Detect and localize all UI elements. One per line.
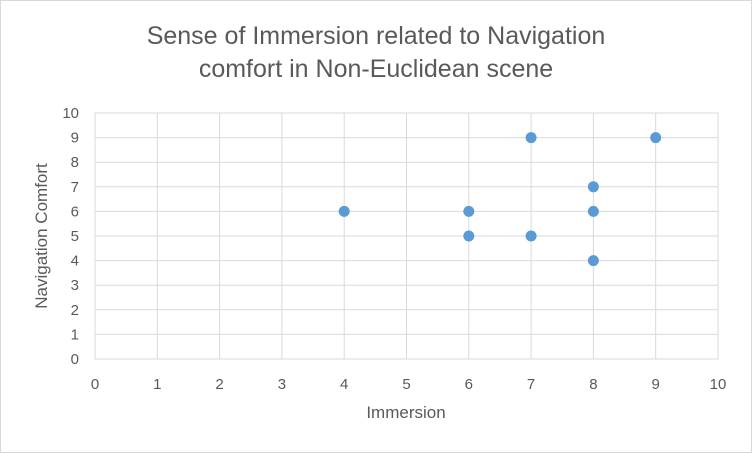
data-point [338,205,350,217]
x-tick-label: 1 [153,376,161,393]
data-points [338,132,662,267]
chart-title-line-2: comfort in Non-Euclidean scene [198,55,554,83]
gridlines [94,112,719,360]
x-tick-label: 2 [215,376,223,393]
x-axis-tick-labels: 0 1 2 3 4 5 6 7 8 9 10 [91,376,727,393]
x-tick-label: 5 [402,376,410,393]
y-axis-tick-labels: 0 1 2 3 4 5 6 7 8 9 10 [62,105,79,368]
chart-title-line-1: Sense of Immersion related to Navigation [146,22,606,50]
data-point [587,205,599,217]
chart-title: Sense of Immersion related to Navigation… [0,20,752,86]
y-tick-label: 3 [71,277,79,294]
y-axis-title: Navigation Comfort [32,163,51,309]
data-point [587,181,599,193]
y-tick-label: 4 [71,253,79,270]
x-tick-label: 7 [527,376,535,393]
data-point [587,255,599,267]
y-tick-label: 9 [71,130,79,147]
x-tick-label: 0 [91,376,99,393]
x-tick-label: 10 [710,376,727,393]
data-point [463,230,475,242]
data-point [525,230,537,242]
y-tick-label: 1 [71,326,79,343]
x-tick-label: 9 [652,376,660,393]
y-tick-label: 5 [71,228,79,245]
y-tick-label: 6 [71,203,79,220]
y-tick-label: 0 [71,351,79,368]
data-point [650,132,662,144]
x-tick-label: 4 [340,376,348,393]
y-tick-label: 10 [62,105,79,122]
y-tick-label: 2 [71,302,79,319]
x-axis-title: Immersion [366,403,445,422]
data-point [463,205,475,217]
x-tick-label: 3 [278,376,286,393]
x-tick-label: 8 [589,376,597,393]
x-tick-label: 6 [465,376,473,393]
data-point [525,132,537,144]
y-tick-label: 8 [71,154,79,171]
y-tick-label: 7 [71,179,79,196]
